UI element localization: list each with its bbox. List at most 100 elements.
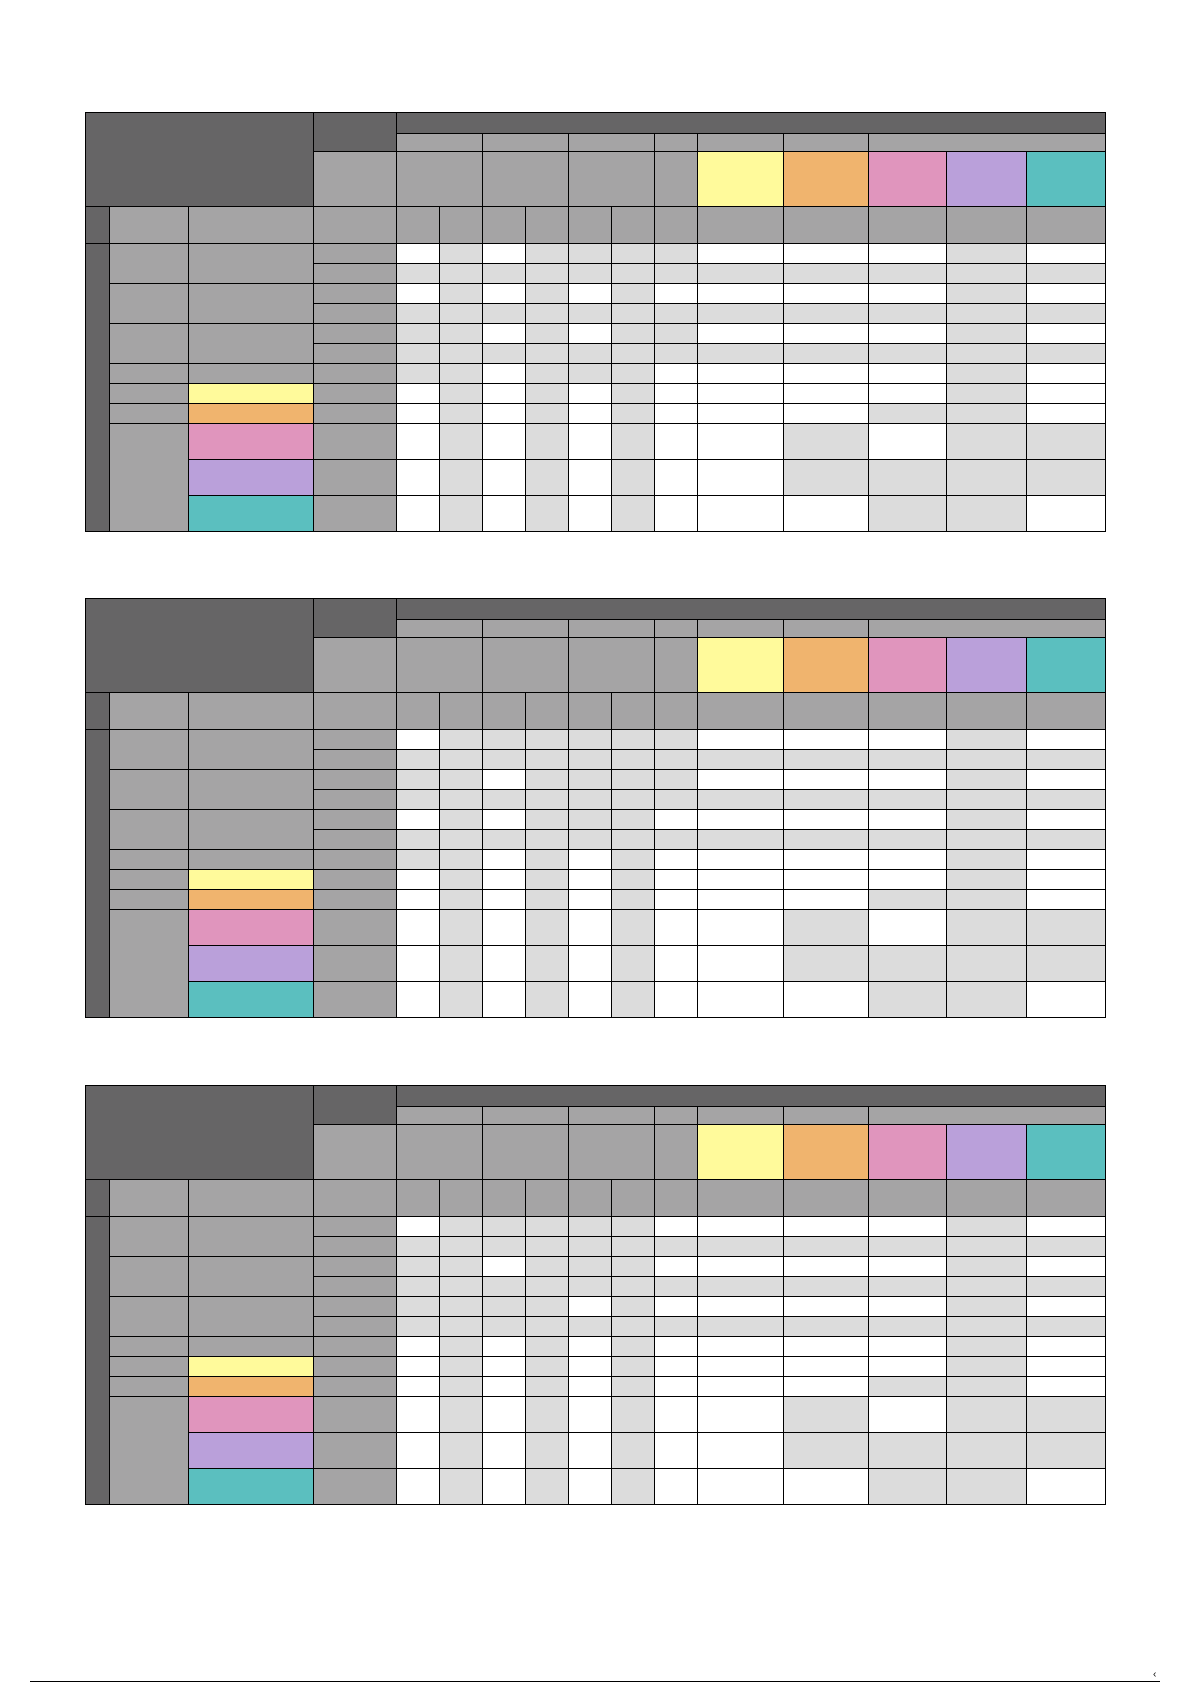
matrix-cell bbox=[868, 1336, 948, 1357]
matrix-cell bbox=[868, 1296, 948, 1317]
table-row bbox=[86, 1432, 1107, 1469]
matrix-cell bbox=[611, 1336, 656, 1357]
table-row bbox=[86, 1376, 1107, 1397]
matrix-cell bbox=[868, 1432, 948, 1469]
matrix-cell bbox=[396, 1396, 441, 1433]
matrix-cell bbox=[525, 1256, 570, 1277]
column-key-8 bbox=[697, 1179, 785, 1217]
matrix-cell bbox=[482, 889, 527, 910]
row-key-cell bbox=[313, 981, 398, 1018]
row-key-cell bbox=[313, 1432, 398, 1469]
matrix-cell bbox=[482, 849, 527, 870]
matrix-cell bbox=[611, 495, 656, 532]
column-group-title bbox=[396, 1085, 1107, 1107]
row-header-a bbox=[109, 692, 189, 730]
matrix-cell bbox=[868, 243, 948, 264]
matrix-cell bbox=[611, 1376, 656, 1397]
matrix-cell bbox=[783, 1256, 870, 1277]
matrix-cell bbox=[525, 1336, 570, 1357]
matrix-cell bbox=[868, 981, 948, 1018]
matrix-cell bbox=[946, 459, 1028, 496]
matrix-cell bbox=[654, 495, 699, 532]
matrix-cell bbox=[697, 789, 785, 810]
column-key-3 bbox=[482, 692, 527, 730]
matrix-cell bbox=[946, 495, 1028, 532]
matrix-cell bbox=[525, 459, 570, 496]
matrix-cell bbox=[482, 323, 527, 344]
matrix-cell bbox=[568, 1336, 613, 1357]
column-key-7 bbox=[654, 206, 699, 244]
matrix-cell bbox=[783, 981, 870, 1018]
matrix-cell bbox=[868, 1216, 948, 1237]
column-key-10 bbox=[868, 1179, 948, 1217]
matrix-cell bbox=[783, 263, 870, 284]
table-row bbox=[86, 1236, 1107, 1257]
swatch-pink bbox=[868, 1124, 948, 1180]
matrix-cell bbox=[1026, 495, 1107, 532]
row-group-label bbox=[109, 869, 189, 890]
matrix-cell bbox=[1026, 1216, 1107, 1237]
row-key-cell bbox=[313, 495, 398, 532]
matrix-cell bbox=[439, 1276, 484, 1297]
matrix-cell bbox=[611, 383, 656, 404]
row-swatch-orange bbox=[187, 403, 315, 424]
table-row bbox=[85, 729, 1107, 1018]
matrix-cell bbox=[697, 869, 785, 890]
matrix-cell bbox=[482, 789, 527, 810]
table-row bbox=[86, 1468, 1107, 1505]
row-swatch-teal bbox=[187, 1468, 315, 1505]
matrix-cell bbox=[697, 909, 785, 946]
matrix-cell bbox=[611, 945, 656, 982]
matrix-cell bbox=[525, 403, 570, 424]
matrix-cell bbox=[525, 423, 570, 460]
matrix-cell bbox=[868, 403, 948, 424]
matrix-cell bbox=[946, 869, 1028, 890]
column-key-2 bbox=[439, 206, 484, 244]
matrix-cell bbox=[439, 363, 484, 384]
matrix-cell bbox=[868, 263, 948, 284]
matrix-cell bbox=[525, 323, 570, 344]
matrix-cell bbox=[439, 1216, 484, 1237]
matrix-cell bbox=[697, 303, 785, 324]
matrix-cell bbox=[611, 1316, 656, 1337]
matrix-cell bbox=[482, 303, 527, 324]
matrix-cell bbox=[439, 343, 484, 364]
matrix-cell bbox=[783, 243, 870, 264]
row-swatch-yellow bbox=[187, 1356, 315, 1377]
matrix-cell bbox=[568, 809, 613, 830]
table-row bbox=[86, 909, 1107, 1018]
row-group-label bbox=[109, 423, 189, 532]
matrix-cell bbox=[482, 749, 527, 770]
matrix-cell bbox=[654, 323, 699, 344]
matrix-cell bbox=[482, 1396, 527, 1433]
matrix-cell bbox=[396, 1376, 441, 1397]
row-header-c bbox=[313, 692, 398, 730]
matrix-cell bbox=[396, 809, 441, 830]
row-group-label bbox=[109, 383, 189, 404]
matrix-cell bbox=[783, 749, 870, 770]
matrix-cell bbox=[439, 729, 484, 750]
matrix-cell bbox=[439, 1432, 484, 1469]
matrix-cell bbox=[525, 769, 570, 790]
column-key-7 bbox=[654, 1179, 699, 1217]
column-group-5 bbox=[697, 1106, 785, 1125]
matrix-cell bbox=[439, 945, 484, 982]
table-row bbox=[86, 1396, 1107, 1505]
row-key-cell bbox=[313, 459, 398, 496]
matrix-cell bbox=[525, 495, 570, 532]
matrix-cell bbox=[396, 495, 441, 532]
column-key-6 bbox=[611, 1179, 656, 1217]
matrix-cell bbox=[1026, 323, 1107, 344]
swatch-pink bbox=[868, 637, 948, 693]
matrix-cell bbox=[396, 1316, 441, 1337]
matrix-cell bbox=[396, 459, 441, 496]
matrix-cell bbox=[482, 1316, 527, 1337]
matrix-cell bbox=[568, 889, 613, 910]
matrix-cell bbox=[946, 909, 1028, 946]
matrix-cell bbox=[868, 1256, 948, 1277]
matrix-cell bbox=[946, 849, 1028, 870]
matrix-cell bbox=[868, 829, 948, 850]
matrix-cell bbox=[439, 869, 484, 890]
table-row bbox=[86, 403, 1107, 424]
matrix-cell bbox=[611, 1216, 656, 1237]
